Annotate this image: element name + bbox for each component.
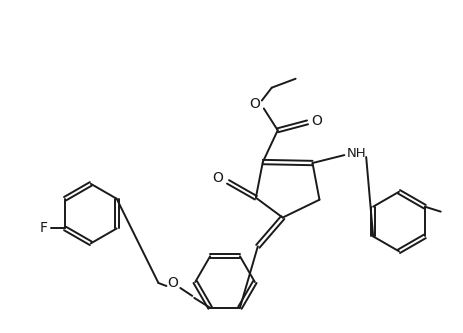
Text: O: O bbox=[250, 97, 260, 111]
Text: O: O bbox=[213, 171, 224, 185]
Text: NH: NH bbox=[346, 147, 366, 160]
Text: O: O bbox=[167, 276, 178, 290]
Text: F: F bbox=[39, 221, 47, 235]
Text: O: O bbox=[311, 114, 322, 129]
